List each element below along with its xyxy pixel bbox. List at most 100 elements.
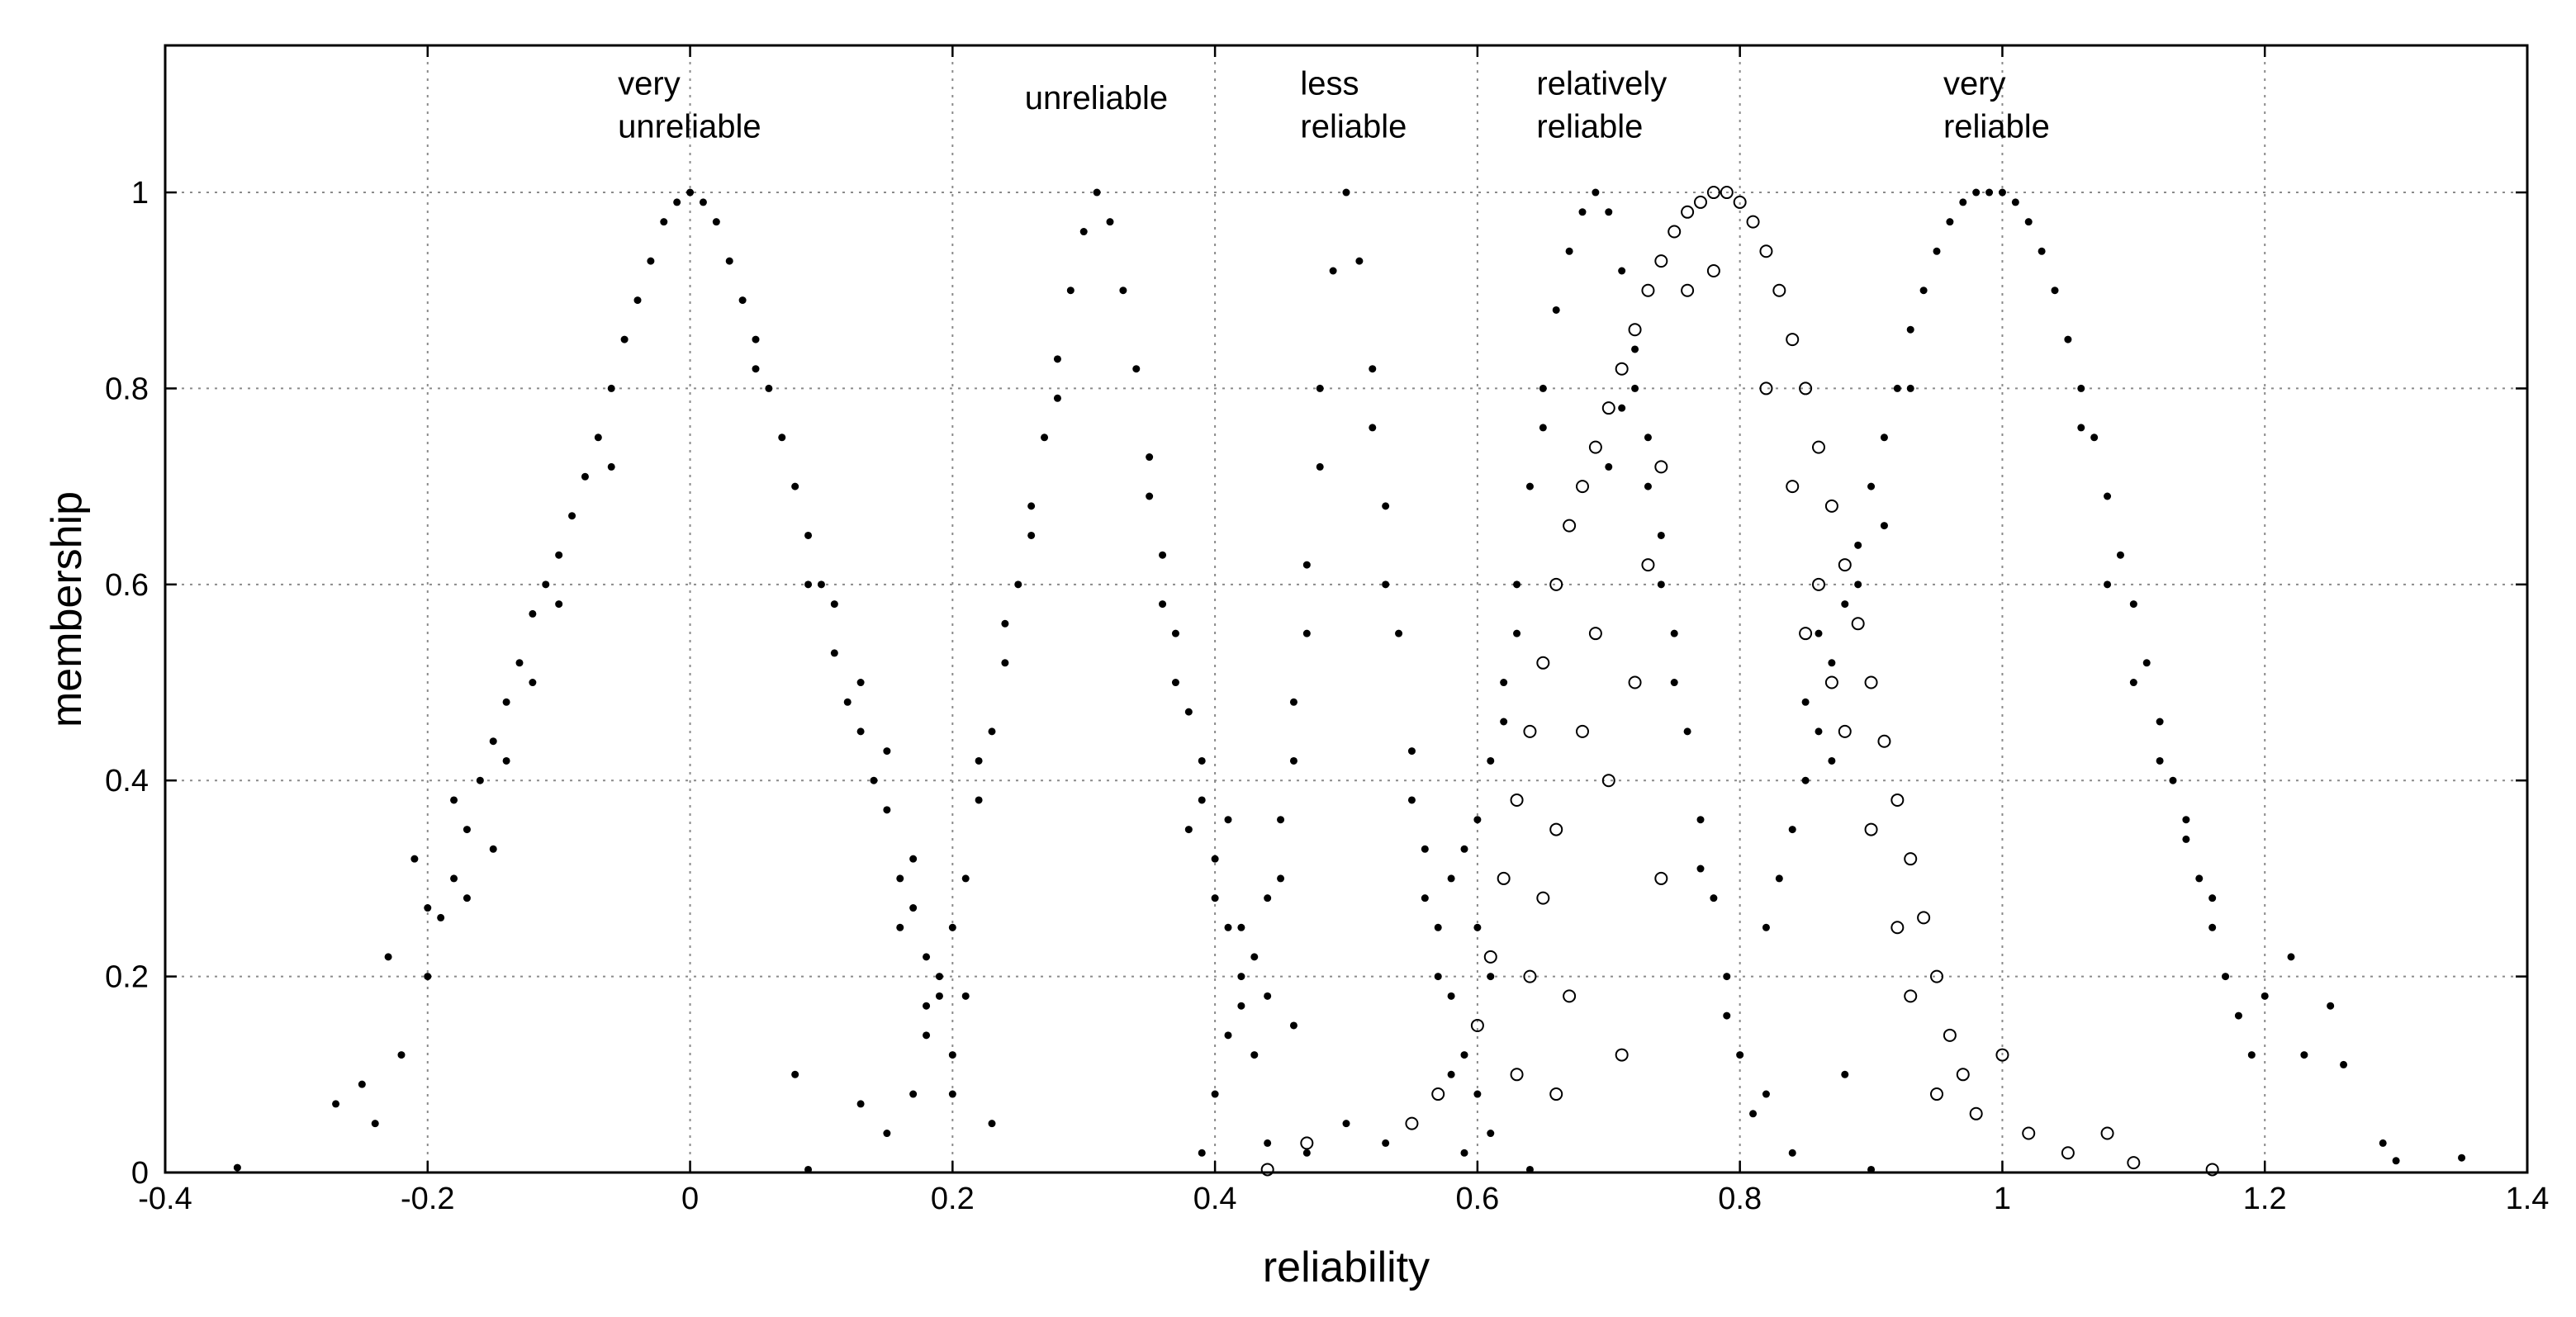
- data-point: [1762, 1090, 1770, 1098]
- data-point: [1578, 208, 1587, 216]
- data-point: [1079, 228, 1088, 236]
- data-point: [1588, 627, 1602, 641]
- data-point: [1500, 679, 1508, 687]
- data-point: [1421, 845, 1429, 853]
- data-point: [1289, 756, 1297, 765]
- data-point: [752, 365, 760, 373]
- data-point: [1588, 440, 1602, 454]
- data-point: [1720, 186, 1734, 200]
- data-point: [1198, 756, 1206, 765]
- data-point: [1198, 1149, 1206, 1157]
- data-point: [1641, 558, 1655, 572]
- data-point: [1668, 225, 1682, 239]
- data-point: [1772, 283, 1786, 297]
- data-point: [1536, 891, 1550, 905]
- data-point: [581, 472, 589, 481]
- data-point: [463, 826, 471, 834]
- data-point: [1946, 218, 1954, 226]
- x-axis-label: reliability: [1263, 1244, 1430, 1291]
- data-point: [1985, 188, 1994, 197]
- data-point: [1877, 734, 1891, 748]
- data-point: [1549, 822, 1563, 836]
- data-point: [1382, 1139, 1390, 1147]
- data-point: [2061, 1146, 2075, 1160]
- data-point: [2379, 1139, 2387, 1147]
- data-point: [2340, 1060, 2348, 1068]
- data-point: [1930, 969, 1943, 983]
- data-point: [1302, 1149, 1311, 1157]
- data-point: [1631, 345, 1639, 353]
- data-point: [1513, 629, 1521, 637]
- data-point: [1854, 580, 1862, 589]
- data-point: [1014, 580, 1022, 589]
- data-point: [817, 580, 825, 589]
- data-point: [1407, 796, 1416, 804]
- data-point: [961, 992, 970, 1000]
- x-tick-label: 1: [1994, 1182, 2011, 1216]
- data-point: [1487, 1130, 1495, 1138]
- data-point: [1654, 871, 1668, 885]
- data-point: [1576, 480, 1589, 494]
- y-tick-label: 0.2: [105, 960, 149, 995]
- x-tick-label: -0.4: [138, 1182, 192, 1216]
- data-point: [2077, 384, 2085, 392]
- data-point: [1342, 1120, 1350, 1128]
- data-point: [699, 198, 707, 206]
- data-point: [1824, 675, 1838, 689]
- data-point: [883, 747, 891, 756]
- data-point: [1615, 362, 1629, 376]
- curve-label: very unreliable: [618, 65, 761, 144]
- data-point: [2300, 1051, 2308, 1059]
- data-point: [2156, 756, 2164, 765]
- data-point: [1854, 541, 1862, 549]
- data-point: [1654, 254, 1668, 268]
- data-point: [1027, 502, 1036, 510]
- data-point: [1998, 188, 2006, 197]
- data-point: [1799, 381, 1813, 396]
- data-point: [2022, 1126, 2036, 1140]
- data-point: [923, 953, 931, 961]
- data-point: [1510, 1068, 1524, 1082]
- data-point: [975, 796, 983, 804]
- data-point: [1851, 617, 1865, 631]
- data-point: [923, 1031, 931, 1040]
- data-point: [1513, 580, 1521, 589]
- data-point: [1500, 718, 1508, 726]
- data-point: [1224, 816, 1232, 824]
- data-point: [686, 188, 695, 197]
- data-point: [1893, 384, 1901, 392]
- data-point: [1930, 1087, 1943, 1101]
- data-point: [1470, 1018, 1484, 1032]
- data-point: [1487, 973, 1495, 981]
- data-point: [843, 698, 852, 706]
- curve-label: unreliable: [1025, 80, 1168, 116]
- data-point: [1657, 580, 1665, 589]
- data-point: [1434, 973, 1442, 981]
- data-point: [2011, 198, 2019, 206]
- x-tick-label: 0.8: [1718, 1182, 1762, 1216]
- data-point: [1053, 355, 1061, 363]
- data-point: [1906, 325, 1914, 334]
- data-point: [1316, 462, 1324, 471]
- data-point: [752, 335, 760, 343]
- data-point: [1917, 911, 1931, 925]
- data-point: [1601, 774, 1615, 788]
- data-point: [1880, 522, 1888, 530]
- plot-frame: [164, 44, 2529, 1174]
- data-point: [1264, 894, 1272, 902]
- data-point: [909, 855, 918, 863]
- x-tick-label: 0: [681, 1182, 699, 1216]
- data-point: [1237, 923, 1245, 931]
- series-unreliable: [856, 188, 1245, 1138]
- data-point: [1775, 874, 1783, 883]
- data-point: [437, 913, 445, 921]
- data-point: [1184, 826, 1193, 834]
- data-point: [1264, 992, 1272, 1000]
- data-point: [332, 1100, 340, 1108]
- data-point: [2327, 1002, 2335, 1010]
- data-point: [1838, 558, 1852, 572]
- data-point: [1838, 724, 1852, 738]
- data-point: [1211, 894, 1219, 902]
- data-point: [1407, 747, 1416, 756]
